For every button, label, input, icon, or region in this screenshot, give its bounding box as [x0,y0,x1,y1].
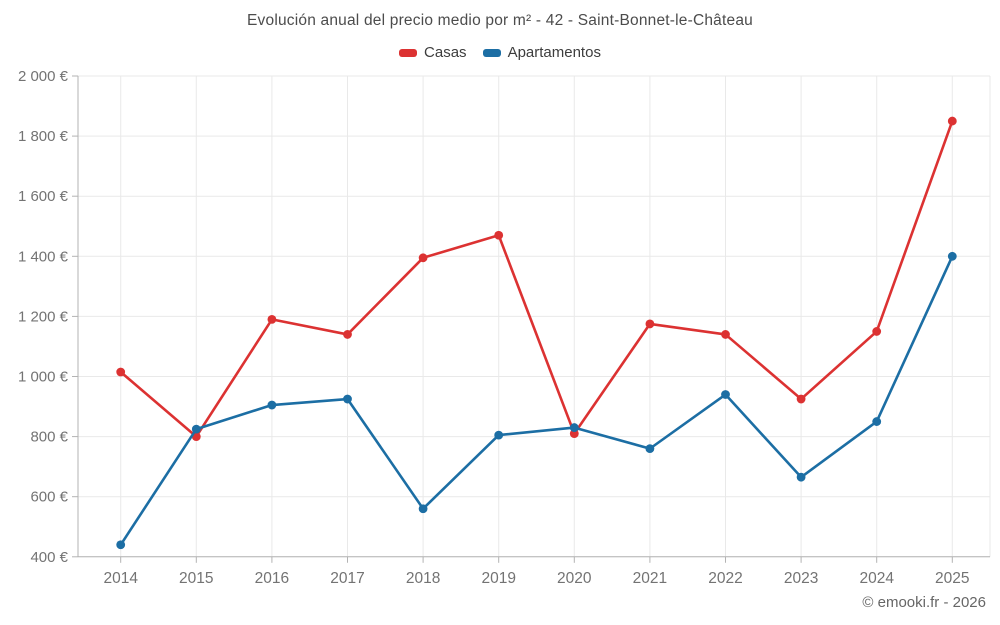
point-apartamentos-2020[interactable] [569,423,579,432]
point-apartamentos-2019[interactable] [494,430,504,440]
point-apartamentos-2022[interactable] [721,390,730,399]
y-tick-label: 1 800 € [18,128,69,145]
legend-label-apartamentos: Apartamentos [507,44,601,61]
x-tick-label: 2024 [859,570,894,587]
line-apartamentos [119,254,954,547]
x-tick-label: 2020 [557,570,592,587]
point-apartamentos-2024[interactable] [872,417,882,426]
y-tick-label: 400 € [30,549,68,566]
x-tick-label: 2023 [784,570,818,587]
x-tick-label: 2022 [708,570,742,587]
line-casas [119,119,954,438]
point-casas-2021[interactable] [645,319,655,329]
point-casas-2025[interactable] [947,116,957,126]
casas-swatch [399,48,418,57]
point-apartamentos-2023[interactable] [796,472,806,482]
point-apartamentos-2017[interactable] [343,394,352,404]
y-tick-label: 2 000 € [18,68,69,85]
point-casas-2019[interactable] [494,230,504,240]
point-apartamentos-2025[interactable] [947,251,957,261]
y-tick-label: 1 200 € [18,308,69,325]
point-apartamentos-2014[interactable] [116,540,126,550]
y-tick-label: 1 000 € [18,369,69,386]
legend-item-casas[interactable]: Casas [399,44,467,61]
point-apartamentos-2015[interactable] [191,424,201,434]
point-casas-2014[interactable] [116,367,126,377]
y-tick-label: 1 400 € [18,248,69,265]
point-casas-2016[interactable] [267,315,277,324]
x-tick-label: 2014 [103,570,138,587]
x-tick-label: 2016 [255,570,289,587]
y-tick-label: 600 € [30,489,68,506]
point-casas-2022[interactable] [721,330,730,339]
x-tick-label: 2017 [330,570,364,587]
point-casas-2024[interactable] [872,327,882,336]
point-apartamentos-2018[interactable] [418,504,428,514]
chart-title: Evolución anual del precio medio por m² … [247,12,753,29]
y-tick-label: 800 € [30,429,68,446]
point-apartamentos-2021[interactable] [645,444,655,454]
x-tick-label: 2019 [481,570,515,587]
copyright-footer: © emooki.fr - 2026 [862,594,986,611]
legend-label-casas: Casas [424,44,467,61]
x-tick-label: 2025 [935,570,969,587]
point-casas-2017[interactable] [343,330,352,339]
x-tick-label: 2018 [406,570,440,587]
y-tick-label: 1 600 € [18,188,69,205]
apartamentos-swatch [482,48,501,57]
point-casas-2023[interactable] [796,394,806,404]
x-tick-label: 2021 [633,570,667,587]
legend: Casas Apartamentos [0,44,1000,61]
x-tick-label: 2015 [179,570,213,587]
legend-item-apartamentos[interactable]: Apartamentos [482,44,601,61]
point-apartamentos-2016[interactable] [267,400,277,410]
point-casas-2018[interactable] [418,253,428,263]
